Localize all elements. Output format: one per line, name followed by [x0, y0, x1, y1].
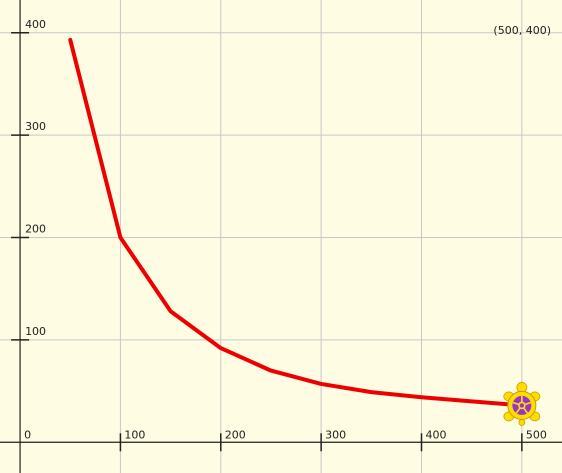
y-tick-label: 400	[25, 18, 46, 31]
x-tick-label: 400	[426, 428, 447, 441]
x-tick-label: 0	[24, 428, 31, 441]
x-tick-label: 300	[325, 428, 346, 441]
y-tick-label: 100	[25, 325, 46, 338]
path-line	[68, 37, 524, 408]
y-tick-label: 200	[25, 223, 46, 236]
turtle-sprite[interactable]	[503, 382, 541, 426]
x-tick-label: 200	[225, 428, 246, 441]
y-tick-label: 300	[25, 120, 46, 133]
turtle-icon[interactable]	[503, 382, 541, 426]
x-tick-label: 500	[526, 428, 547, 441]
x-tick-label: 100	[124, 428, 145, 441]
corner-coordinate-label: (500, 400)	[493, 24, 551, 37]
tick-labels: 0 100 200 300 400 500 100 200 300 400	[24, 18, 547, 442]
pen-trail-line	[68, 37, 524, 408]
